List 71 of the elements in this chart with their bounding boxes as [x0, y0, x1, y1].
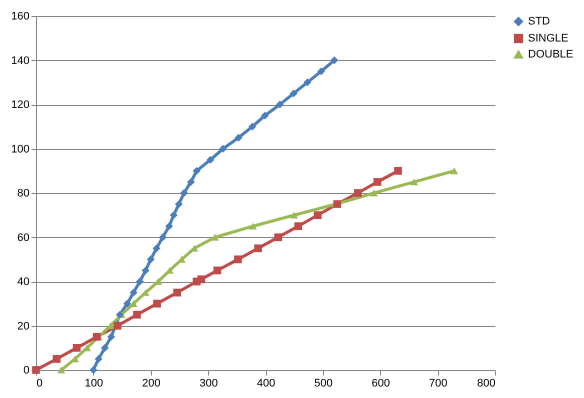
point	[136, 278, 144, 286]
x-tick-label: 0	[36, 378, 43, 390]
point	[410, 178, 418, 186]
x-tick-label: 400	[256, 378, 276, 390]
point	[276, 100, 284, 108]
point	[192, 278, 201, 286]
point	[274, 233, 282, 242]
point	[261, 112, 269, 120]
point	[192, 167, 201, 175]
point	[249, 222, 257, 230]
x-tick-label: 700	[428, 378, 448, 390]
point	[354, 189, 362, 197]
point	[234, 134, 242, 142]
x-tick-label: 100	[84, 378, 104, 390]
point	[153, 300, 161, 308]
y-tick-label: 160	[11, 10, 30, 22]
point	[152, 244, 160, 252]
point	[290, 90, 298, 98]
point	[314, 211, 322, 219]
point	[330, 56, 338, 64]
point	[100, 344, 109, 352]
point	[213, 266, 222, 274]
x-tick-label: 600	[372, 378, 390, 390]
y-tick-label: 80	[17, 188, 30, 200]
point	[94, 355, 102, 363]
point	[206, 156, 214, 164]
point	[107, 332, 116, 341]
point	[146, 256, 155, 264]
legend-label: STD	[528, 16, 550, 28]
point	[304, 78, 312, 86]
point	[90, 366, 98, 374]
point	[248, 122, 256, 130]
point	[165, 222, 173, 230]
y-tick-label: 120	[11, 99, 30, 111]
point	[142, 266, 150, 274]
point	[170, 211, 178, 219]
legend-label: SINGLE	[528, 32, 568, 44]
point	[180, 189, 188, 197]
point	[133, 310, 141, 319]
point	[123, 300, 132, 308]
point	[394, 167, 402, 175]
point	[52, 355, 61, 363]
point	[234, 256, 242, 264]
point	[174, 200, 183, 208]
point	[114, 322, 122, 330]
point	[158, 233, 167, 242]
point	[290, 212, 298, 218]
x-tick-label: 200	[142, 378, 160, 390]
point	[130, 288, 138, 296]
point	[72, 344, 81, 352]
point	[254, 244, 262, 252]
point	[370, 190, 378, 196]
point	[57, 366, 66, 374]
point	[211, 234, 219, 241]
point	[219, 144, 227, 153]
y-tick-label: 0	[23, 364, 30, 376]
x-tick-label: 800	[477, 378, 496, 390]
point	[294, 222, 302, 230]
point	[450, 168, 458, 174]
point	[317, 67, 326, 76]
point	[173, 288, 182, 296]
point	[187, 178, 195, 186]
y-tick-label: 140	[11, 54, 30, 67]
y-tick-label: 40	[17, 276, 30, 288]
legend-label: DOUBLE	[528, 48, 574, 60]
y-tick-label: 20	[17, 320, 30, 332]
x-tick-label: 300	[199, 378, 218, 390]
point	[374, 178, 382, 186]
y-tick-label: 60	[17, 232, 30, 244]
x-tick-label: 500	[314, 378, 333, 390]
y-tick-label: 100	[11, 143, 30, 156]
